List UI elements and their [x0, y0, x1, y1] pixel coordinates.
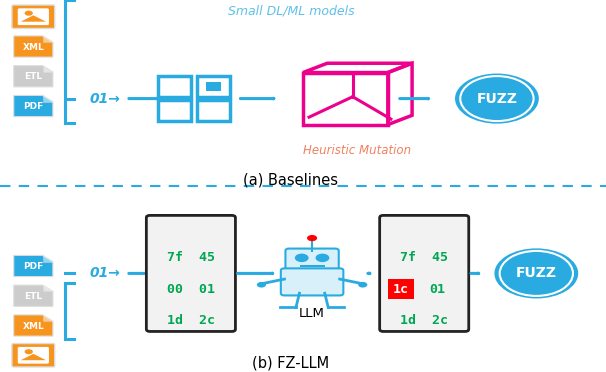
Circle shape — [316, 254, 330, 262]
Circle shape — [257, 282, 266, 288]
Bar — [158, 76, 191, 97]
Text: ETL: ETL — [24, 292, 42, 301]
Text: PDF: PDF — [23, 102, 44, 111]
Text: Small DL/ML models: Small DL/ML models — [228, 5, 354, 17]
Text: LLM: LLM — [299, 307, 325, 320]
Text: Heuristic Mutation: Heuristic Mutation — [304, 144, 411, 157]
Text: 01→: 01→ — [90, 266, 121, 280]
Polygon shape — [42, 315, 53, 321]
Polygon shape — [42, 285, 53, 292]
Polygon shape — [14, 65, 53, 87]
Polygon shape — [42, 255, 53, 262]
Text: 00  01: 00 01 — [167, 283, 215, 295]
Circle shape — [358, 282, 367, 288]
Text: 1d  2c: 1d 2c — [167, 314, 215, 327]
Polygon shape — [14, 36, 53, 57]
Text: 7f  45: 7f 45 — [400, 251, 448, 264]
Text: XML: XML — [22, 43, 44, 52]
Text: XML: XML — [22, 322, 44, 331]
Text: FUZZ: FUZZ — [476, 92, 518, 106]
Polygon shape — [42, 36, 53, 42]
FancyBboxPatch shape — [147, 215, 235, 331]
Bar — [388, 279, 413, 299]
FancyBboxPatch shape — [18, 9, 48, 25]
Polygon shape — [21, 354, 46, 360]
Polygon shape — [42, 65, 53, 72]
Text: (a) Baselines: (a) Baselines — [244, 173, 338, 188]
Text: 01→: 01→ — [90, 92, 121, 106]
Circle shape — [295, 254, 308, 262]
Polygon shape — [21, 15, 46, 22]
Circle shape — [25, 11, 33, 16]
Circle shape — [307, 235, 317, 241]
FancyBboxPatch shape — [285, 248, 339, 273]
Circle shape — [453, 72, 541, 125]
Text: FUZZ: FUZZ — [516, 266, 557, 280]
FancyBboxPatch shape — [281, 268, 344, 295]
Bar — [158, 100, 191, 121]
Polygon shape — [14, 255, 53, 276]
FancyBboxPatch shape — [379, 215, 469, 331]
Polygon shape — [14, 95, 53, 117]
Text: 7f  45: 7f 45 — [167, 251, 215, 264]
Text: (b) FZ-LLM: (b) FZ-LLM — [252, 355, 330, 370]
Circle shape — [493, 247, 580, 300]
Polygon shape — [42, 95, 53, 102]
Polygon shape — [14, 315, 53, 336]
Polygon shape — [14, 285, 53, 306]
FancyBboxPatch shape — [12, 344, 55, 367]
Text: PDF: PDF — [23, 262, 44, 271]
FancyBboxPatch shape — [18, 347, 48, 363]
Bar — [197, 100, 230, 121]
Text: 1c: 1c — [393, 283, 409, 295]
FancyBboxPatch shape — [12, 5, 55, 28]
Bar — [197, 76, 230, 97]
Text: 1d  2c: 1d 2c — [400, 314, 448, 327]
Text: 01: 01 — [430, 283, 445, 295]
Circle shape — [25, 349, 33, 354]
Bar — [206, 82, 221, 91]
Text: ETL: ETL — [24, 73, 42, 81]
